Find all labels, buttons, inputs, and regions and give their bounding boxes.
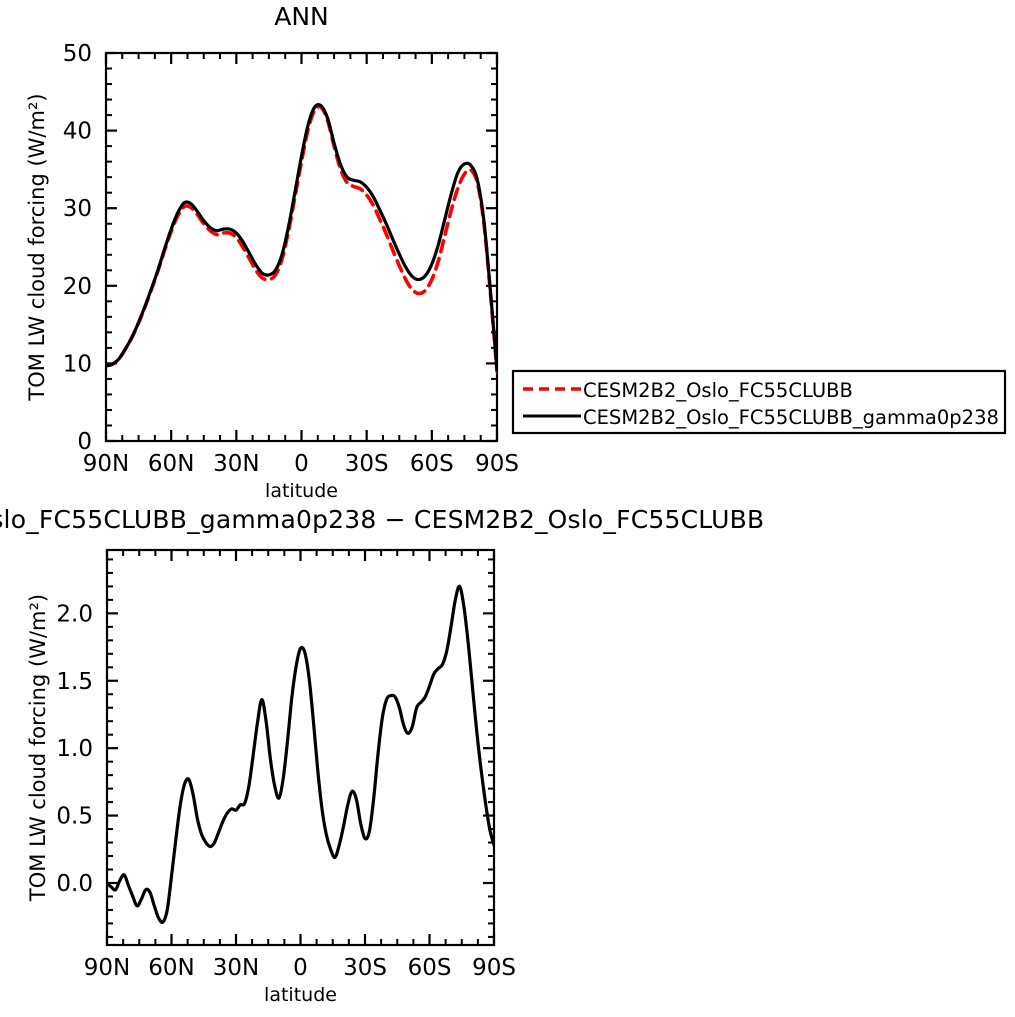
plot-panel-bottom-panel: 90N 60N 30N 0 30S 60S 90S 0.0 0.5 1.0 1.5 2.0 latitu… (26, 548, 516, 1006)
y-tick-label: 50 (63, 41, 92, 67)
x-tick-label: 90S (472, 955, 516, 981)
x-axis-title: latitude (264, 984, 337, 1006)
y-axis-title: TOM LW cloud forcing (W/m²) (26, 594, 50, 902)
series-path-1 (106, 103, 497, 372)
x-tick-label: 30S (345, 451, 389, 477)
x-tick-label: 90S (475, 451, 519, 477)
y-tick-label: 30 (63, 196, 92, 222)
x-axis-title: latitude (265, 480, 338, 502)
y-tick-label: 2.0 (56, 601, 93, 627)
y-tick-label: 0 (77, 429, 92, 455)
y-tick-label: 1.0 (56, 736, 93, 762)
x-tick-label: 90N (84, 955, 130, 981)
series-group (107, 584, 494, 925)
plot-frame (105, 548, 496, 947)
y-tick-label: 20 (63, 274, 92, 300)
y-tick-label: 0.5 (56, 804, 93, 830)
x-tick-label: 90N (83, 451, 129, 477)
y-tick-label: 0.0 (56, 871, 93, 897)
series-group (106, 103, 497, 373)
y-axis-title: TOM LW cloud forcing (W/m²) (25, 93, 49, 401)
legend-item-1[interactable]: CESM2B2_Oslo_FC55CLUBB_gamma0p238 (523, 406, 999, 429)
legend-box (511, 369, 1007, 435)
y-tick-label: 40 (63, 119, 92, 145)
x-tick-label: 30N (213, 955, 259, 981)
x-tick-label: 0 (293, 955, 308, 981)
x-tick-label: 60N (148, 955, 194, 981)
series-path-0 (107, 584, 494, 925)
y-tick-label: 1.5 (56, 669, 93, 695)
x-tick-label: 60N (148, 451, 194, 477)
plot-panel-top-panel: 90N 60N 30N 0 30S 60S 90S 0 10 20 30 40 50 latitude TO… (25, 41, 519, 502)
legend-label-0: CESM2B2_Oslo_FC55CLUBB (583, 379, 853, 402)
legend-label-1: CESM2B2_Oslo_FC55CLUBB_gamma0p238 (583, 406, 999, 429)
top-panel-title: ANN (274, 2, 329, 31)
y-tick-label: 10 (63, 351, 92, 377)
x-tick-label: 30S (343, 955, 387, 981)
x-tick-label: 60S (410, 451, 454, 477)
difference-panel-title: CESM2B2_Oslo_FC55CLUBB_gamma0p238 − CESM… (0, 505, 764, 534)
legend-item-0[interactable]: CESM2B2_Oslo_FC55CLUBB (523, 379, 853, 402)
x-tick-label: 0 (294, 451, 309, 477)
legend[interactable]: CESM2B2_Oslo_FC55CLUBB CESM2B2_Oslo_FC55C… (511, 369, 1007, 435)
x-tick-label: 30N (213, 451, 259, 477)
x-tick-label: 60S (408, 955, 452, 981)
